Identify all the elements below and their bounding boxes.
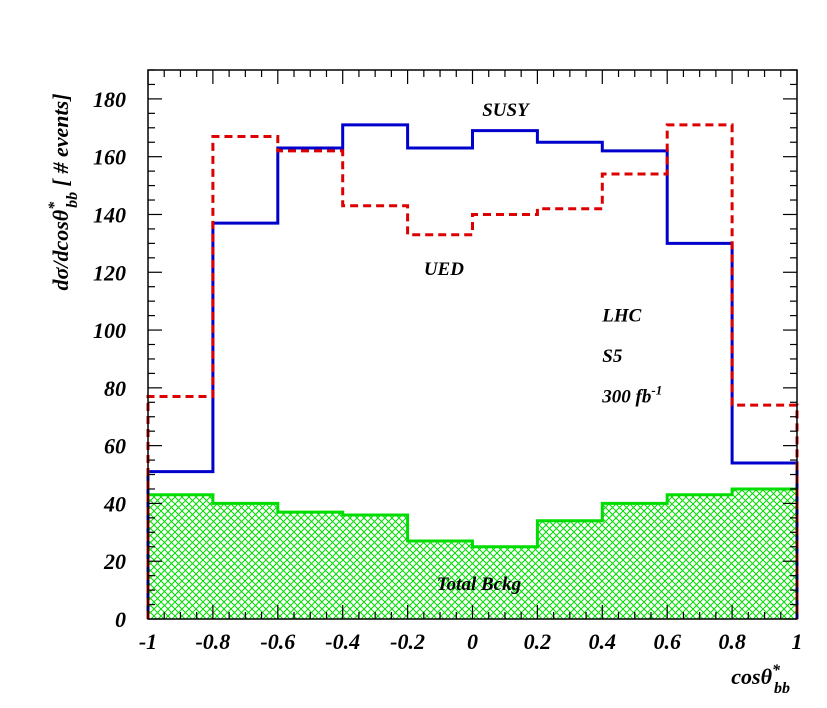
x-tick-label: 0 <box>467 629 478 654</box>
axis-ticks <box>147 69 798 620</box>
annotation-ued: UED <box>424 259 464 280</box>
series-susy <box>146 123 799 619</box>
series-layer <box>146 123 799 619</box>
x-tick-label: -1 <box>139 629 157 654</box>
y-tick-label: 0 <box>115 607 126 632</box>
series-ued <box>146 123 799 619</box>
x-tick-label: 0.8 <box>718 629 746 654</box>
y-tick-label: 40 <box>103 491 126 516</box>
series-total-bckg-outline <box>146 487 799 619</box>
y-tick-label: 80 <box>104 376 126 401</box>
x-tick-label: 0.2 <box>524 629 552 654</box>
x-tick-label: 1 <box>792 629 803 654</box>
annotation-total-bckg: Total Bckg <box>437 574 521 595</box>
x-tick-label: -0.6 <box>260 629 295 654</box>
annotation-s5: S5 <box>602 346 623 367</box>
annotation-susy: SUSY <box>482 100 531 121</box>
annotations: SUSY UED LHC S5 300 fb-1 Total Bckg <box>424 100 662 595</box>
y-tick-label: 140 <box>93 202 126 227</box>
y-tick-label: 20 <box>103 549 126 574</box>
y-tick-label: 180 <box>93 87 126 112</box>
x-tick-label: -0.8 <box>195 629 230 654</box>
series-total-bckg-fill <box>148 488 797 619</box>
x-axis-title: cosθ* bb <box>731 662 790 697</box>
x-tick-label: -0.2 <box>390 629 425 654</box>
x-tick-label: -0.4 <box>325 629 360 654</box>
x-tick-label: 0.6 <box>653 629 681 654</box>
series-total-bckg <box>146 487 799 619</box>
y-tick-label: 100 <box>93 318 126 343</box>
annotation-lhc: LHC <box>601 305 641 326</box>
x-tick-label: 0.4 <box>589 629 617 654</box>
series-ued-line <box>146 123 799 619</box>
annotation-300-fb: 300 fb-1 <box>601 382 662 407</box>
series-susy-line <box>146 123 799 619</box>
y-axis-title: dσ/dcosθ*bb [ # events] <box>46 93 81 290</box>
y-tick-label: 120 <box>93 260 126 285</box>
y-tick-label: 60 <box>104 434 126 459</box>
axis-tick-labels: 0 20 40 60 80 100 120 140 160 180 -1 -0.8 -0.6 -0.4 -0… <box>93 87 803 654</box>
y-tick-label: 160 <box>93 145 126 170</box>
